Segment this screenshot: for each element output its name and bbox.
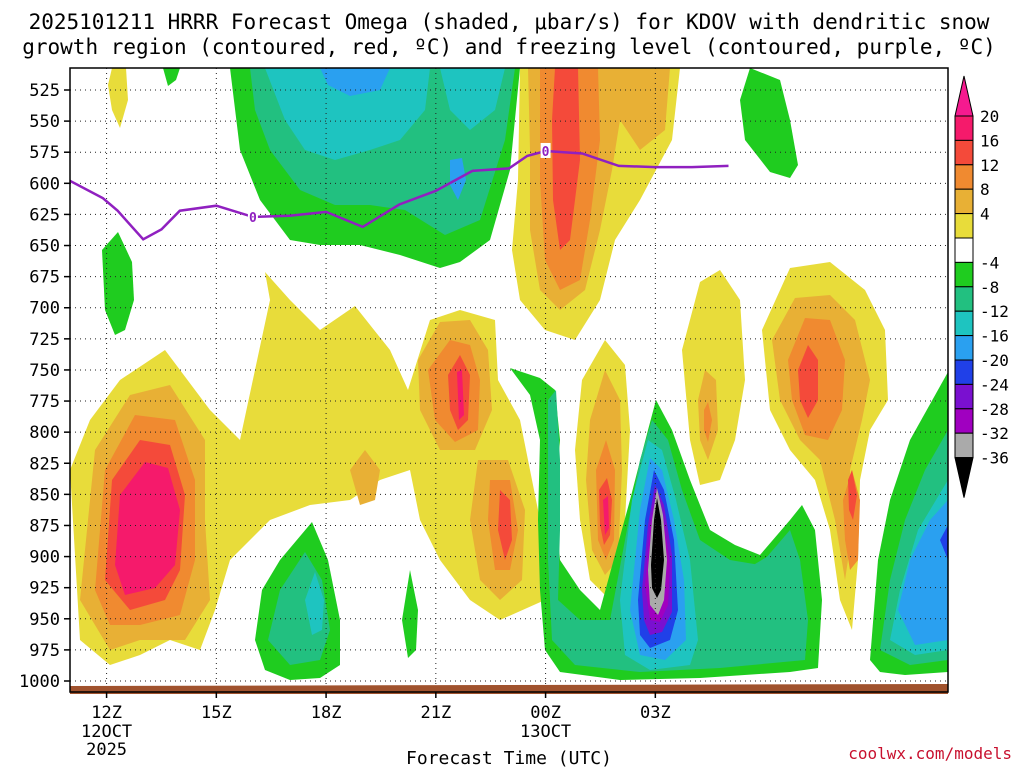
omega-region-positive-17z-gold: [350, 450, 380, 505]
colorbar-bottom-triangle: [954, 457, 974, 498]
grid-lines: [70, 68, 948, 692]
colorbar-label: -24: [980, 375, 1009, 394]
y-tick-label: 975: [29, 641, 60, 661]
y-tick-label: 650: [29, 237, 60, 257]
colorbar-segment: [954, 359, 974, 385]
y-tick-label: 850: [29, 485, 60, 505]
omega-region-upper-negative-5: [440, 68, 505, 130]
y-tick-label: 800: [29, 423, 60, 443]
y-tick-label: 675: [29, 268, 60, 288]
y-tick-label: 600: [29, 174, 60, 194]
freezing-level-line: [70, 149, 729, 241]
colorbar-segment: [954, 139, 974, 166]
freezing-level-label: 0: [249, 211, 257, 226]
omega-region-positive-left-magenta: [115, 462, 180, 595]
y-tick-label: 775: [29, 392, 60, 412]
omega-region-negative-right-darkblue: [940, 525, 948, 560]
x-tick-date: 12OCT: [81, 722, 132, 742]
chart-title-line2: growth region (contoured, red, ºC) and f…: [22, 35, 996, 59]
y-tick-label: 925: [29, 579, 60, 599]
y-tick-label: 1000: [19, 672, 60, 692]
colorbar-segment: [954, 286, 974, 312]
colorbar-segment: [954, 115, 974, 141]
omega-region-negative-right-blue: [898, 500, 948, 645]
y-tick-label: 575: [29, 143, 60, 163]
x-tick-label: 00Z: [530, 703, 561, 723]
colorbar-segment: [954, 261, 974, 288]
x-tick-year: 2025: [86, 740, 127, 760]
y-tick-label: 900: [29, 548, 60, 568]
omega-region-upper-negative-4: [320, 68, 390, 96]
colorbar-segment: [954, 432, 974, 459]
y-tick-label: 750: [29, 361, 60, 381]
colorbar-segment: [954, 310, 974, 337]
y-tick-label: 550: [29, 112, 60, 132]
colorbar-label: -28: [980, 400, 1009, 419]
colorbar-label: 20: [980, 107, 999, 126]
omega-region-positive-03z-red: [798, 345, 818, 418]
colorbar: 20 16 12 8 4 -4 -8 -12 -16 -20 -24 -28 -32 -36: [954, 75, 1009, 498]
omega-region-negative-main-black: [651, 498, 664, 598]
colorbar-segment: [954, 213, 974, 239]
colorbar-segment: [954, 335, 974, 361]
x-tick-label: 18Z: [311, 703, 342, 723]
plot-border: [69, 67, 949, 693]
x-tick-label: 03Z: [640, 703, 671, 723]
colorbar-label: 16: [980, 131, 999, 150]
chart-title-line1: 2025101211 HRRR Forecast Omega (shaded, …: [29, 10, 990, 34]
omega-region-positive-04z-red: [848, 470, 857, 520]
omega-region-positive-22z-magenta: [603, 496, 609, 535]
y-tick-label: 625: [29, 205, 60, 225]
omega-region-upper-right-negative: [740, 68, 798, 178]
omega-region-small-yellow-top: [108, 68, 128, 128]
omega-region-positive-21z-red: [552, 68, 580, 250]
y-tick-label: 700: [29, 299, 60, 319]
y-tick-label: 725: [29, 330, 60, 350]
colorbar-label: -20: [980, 351, 1009, 370]
credit-text: coolwx.com/models: [848, 744, 1012, 763]
colorbar-label: 12: [980, 156, 999, 175]
omega-region-negative-12z-green: [102, 232, 134, 335]
colorbar-label: 8: [980, 180, 990, 199]
omega-region-negative-01z-teal: [738, 540, 805, 660]
y-axis: 525 550 575 600 625 650 675 700 725 750 775 800 825 8…: [19, 81, 70, 692]
x-tick-label: 15Z: [201, 703, 232, 723]
freezing-level-label-bg: [247, 208, 258, 224]
colorbar-label: -16: [980, 327, 1009, 346]
omega-region-positive-00z-yellow: [682, 270, 745, 485]
omega-shading: [70, 68, 948, 680]
x-tick-label: 12Z: [91, 703, 122, 723]
colorbar-segment: [954, 408, 974, 434]
y-tick-label: 875: [29, 516, 60, 536]
colorbar-segment: [954, 383, 974, 410]
colorbar-label: -8: [980, 278, 999, 297]
omega-region-upper-negative-3: [265, 68, 430, 160]
colorbar-label: -32: [980, 424, 1009, 443]
x-tick-date: 13OCT: [520, 722, 571, 742]
freezing-level-labels: 00: [247, 142, 551, 226]
colorbar-label: -36: [980, 449, 1009, 468]
x-tick-label: 21Z: [420, 703, 451, 723]
x-axis-label: Forecast Time (UTC): [406, 748, 612, 768]
colorbar-label: -12: [980, 302, 1009, 321]
omega-region-small-green-top: [163, 68, 180, 86]
freezing-level-label-bg: [540, 142, 551, 158]
colorbar-segment: [954, 188, 974, 215]
y-tick-label: 525: [29, 81, 60, 101]
colorbar-label: 4: [980, 205, 990, 224]
colorbar-top-triangle: [954, 75, 974, 117]
y-tick-label: 950: [29, 610, 60, 630]
y-tick-label: 825: [29, 454, 60, 474]
colorbar-segment: [954, 164, 974, 190]
colorbar-segment: [954, 237, 974, 263]
omega-region-negative-18z-green: [402, 570, 418, 658]
colorbar-label: -4: [980, 253, 999, 272]
omega-region-negative-15z-cyan: [305, 572, 324, 635]
omega-region-positive-19z-magenta: [457, 370, 464, 420]
freezing-level-label: 0: [542, 145, 550, 160]
